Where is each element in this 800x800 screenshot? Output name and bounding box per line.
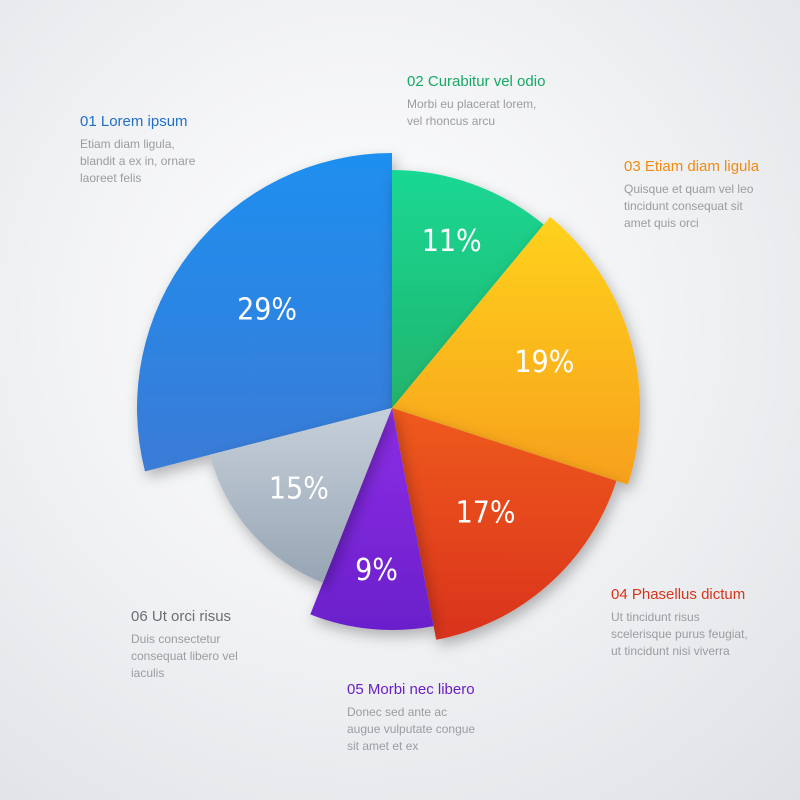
legend-item-03: 03 Etiam diam ligula Quisque et quam vel … xyxy=(624,157,800,232)
slice-value-label: 19% xyxy=(514,345,574,380)
legend-item-06: 06 Ut orci risus Duis consectetur consequa… xyxy=(131,607,331,682)
legend-description-line: consequat libero vel xyxy=(131,649,238,663)
legend-title: 03 Etiam diam ligula xyxy=(624,157,800,177)
pie-slice-02 xyxy=(392,170,544,408)
legend-description-line: laoreet felis xyxy=(80,171,142,185)
legend-description: Etiam diam ligula, blandit a ex in, ornar… xyxy=(80,136,280,187)
legend-title: 02 Curabitur vel odio xyxy=(407,72,607,92)
legend-description-line: amet quis orci xyxy=(624,216,699,230)
pie-slice-03 xyxy=(392,216,641,485)
legend-number: 03 xyxy=(624,158,641,175)
legend-title: 04 Phasellus dictum xyxy=(611,585,800,605)
legend-description-line: ut tincidunt nisi viverra xyxy=(611,644,730,658)
slice-value-label: 9% xyxy=(355,553,398,588)
legend-number: 01 xyxy=(80,113,97,130)
legend-item-05: 05 Morbi nec libero Donec sed ante ac augu… xyxy=(347,680,547,755)
legend-description-line: Donec sed ante ac xyxy=(347,705,448,719)
legend-number: 06 xyxy=(131,608,148,625)
slice-value-label: 17% xyxy=(456,496,516,531)
legend-description-line: iaculis xyxy=(131,666,165,680)
legend-number: 05 xyxy=(347,681,364,698)
legend-description-line: sit amet et ex xyxy=(347,739,419,753)
legend-description-line: Ut tincidunt risus xyxy=(611,610,700,624)
legend-number: 02 xyxy=(407,73,424,90)
pie-slice-05 xyxy=(310,408,434,631)
legend-description-line: blandit a ex in, ornare xyxy=(80,154,196,168)
legend-label: Etiam diam ligula xyxy=(644,158,760,175)
legend-number: 04 xyxy=(611,586,628,603)
legend-description: Morbi eu placerat lorem, vel rhoncus arcu xyxy=(407,96,607,130)
legend-description-line: scelerisque purus feugiat, xyxy=(611,627,748,641)
legend-title: 06 Ut orci risus xyxy=(131,607,331,627)
legend-label: Morbi nec libero xyxy=(367,681,475,698)
legend-description: Donec sed ante ac augue vulputate congue s… xyxy=(347,704,547,755)
pie-slice-06 xyxy=(209,408,392,583)
legend-description-line: Morbi eu placerat lorem, xyxy=(407,97,537,111)
legend-description-line: Etiam diam ligula, xyxy=(80,137,175,151)
legend-item-02: 02 Curabitur vel odio Morbi eu placerat l… xyxy=(407,72,607,130)
pie-slice-01 xyxy=(136,153,392,472)
legend-title: 05 Morbi nec libero xyxy=(347,680,547,700)
legend-description-line: Duis consectetur xyxy=(131,632,221,646)
legend-title: 01 Lorem ipsum xyxy=(80,112,280,132)
slice-value-label: 15% xyxy=(269,472,329,507)
legend-description-line: tincidunt consequat sit xyxy=(624,199,743,213)
legend-description: Quisque et quam vel leo tincidunt consequ… xyxy=(624,181,800,232)
legend-description: Ut tincidunt risus scelerisque purus feug… xyxy=(611,609,800,660)
legend-description-line: Quisque et quam vel leo xyxy=(624,182,754,196)
slice-value-label: 29% xyxy=(237,293,297,328)
legend-label: Phasellus dictum xyxy=(631,586,746,603)
legend-item-04: 04 Phasellus dictum Ut tincidunt risus sce… xyxy=(611,585,800,660)
slice-value-label: 11% xyxy=(422,224,482,259)
legend-label: Ut orci risus xyxy=(151,608,232,625)
legend-item-01: 01 Lorem ipsum Etiam diam ligula, blandit … xyxy=(80,112,280,187)
legend-label: Curabitur vel odio xyxy=(427,73,546,90)
legend-description-line: augue vulputate congue xyxy=(347,722,476,736)
legend-description: Duis consectetur consequat libero vel iacu… xyxy=(131,631,331,682)
pie-slice-04 xyxy=(392,408,617,640)
legend-description-line: vel rhoncus arcu xyxy=(407,114,496,128)
legend-label: Lorem ipsum xyxy=(100,113,188,130)
